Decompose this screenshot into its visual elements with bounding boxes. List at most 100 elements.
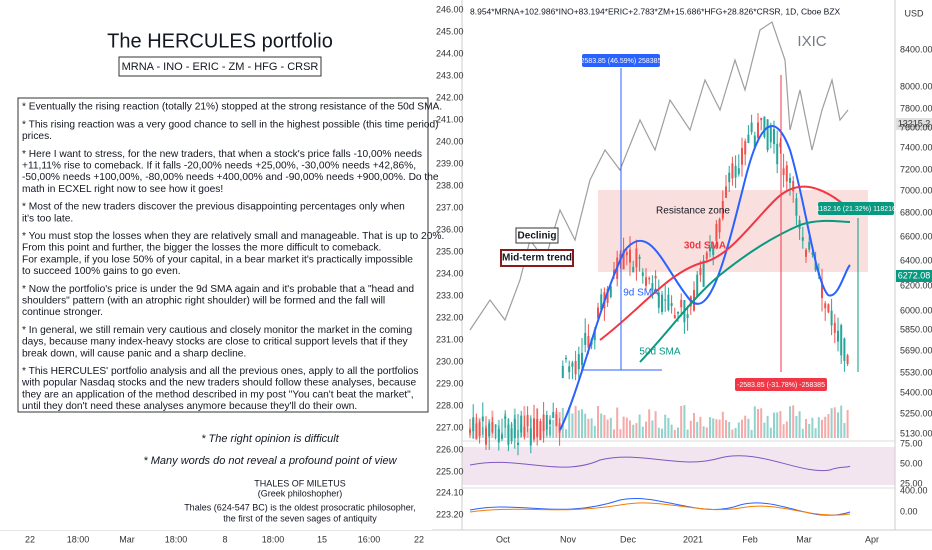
candle-body (766, 119, 769, 150)
right-axis-label: 7600.00 (900, 122, 932, 132)
volume-bar (481, 426, 484, 438)
candle-body (753, 135, 756, 148)
candle-body (686, 314, 689, 319)
candle-body (763, 116, 766, 137)
volume-bar (805, 418, 807, 438)
volume-bar (494, 424, 497, 438)
volume-bar (837, 412, 839, 438)
left-axis-label: 226.00 (436, 444, 464, 454)
candle-body (776, 143, 779, 165)
candle-body (808, 241, 811, 250)
bullet-line: to succeed 100% gains to go even. (22, 266, 181, 277)
volume-bar (536, 408, 539, 438)
right-axis-label: 6800.00 (900, 207, 932, 217)
macd-axis-label: 0.00 (900, 506, 918, 516)
volume-bar (686, 429, 689, 438)
time-label: Mar (796, 534, 812, 544)
left-axis-label: 225.00 (436, 466, 464, 476)
label-box (500, 249, 574, 267)
volume-bar (689, 420, 692, 438)
volume-bar (478, 417, 481, 438)
badge-text: 6272.08 (898, 270, 931, 280)
volume-bar (683, 405, 686, 438)
candle-body (667, 294, 670, 311)
bullet-line: shoulders" pattern (with an atrophic rig… (22, 295, 385, 306)
time-label: Feb (742, 534, 758, 544)
author-role: (Greek philoshopher) (258, 488, 343, 498)
left-axis-label: 239.00 (436, 158, 464, 168)
volume-bar (571, 413, 574, 438)
left-axis-label: 243.00 (436, 70, 464, 80)
bullet-line: they are an application of the method de… (22, 389, 414, 400)
volume-bar (843, 423, 846, 438)
left-axis-label: 227.00 (436, 422, 464, 432)
volume-bar (741, 419, 743, 438)
candle-body (718, 219, 721, 233)
candle-body (625, 252, 628, 256)
candle-body (795, 198, 798, 216)
volume-bar (600, 413, 603, 438)
time-label: 18:00 (67, 534, 90, 544)
volume-bar (545, 428, 548, 438)
candle-body (613, 269, 615, 276)
candle-body (728, 172, 731, 183)
candle-body (837, 330, 839, 342)
annotation: 50d SMA (639, 347, 680, 358)
bullet-line: * Here I want to stress, for the new tra… (22, 149, 422, 160)
sma30-line (599, 185, 853, 341)
candle-body (680, 299, 683, 308)
left-axis-label: 234.00 (436, 268, 464, 278)
bullet-line: math in ECXEL right now to see how it go… (22, 184, 223, 195)
bullet-line: prices. (22, 131, 52, 142)
time-label: Apr (865, 534, 879, 544)
chart-header: 8.954*MRNA+102.986*INO+83.194*ERIC+2.783… (470, 6, 841, 16)
candle-body (785, 165, 788, 182)
currency: USD (904, 8, 924, 18)
volume-bar (654, 411, 657, 438)
candle-body (641, 272, 644, 276)
volume-bar (715, 419, 718, 438)
volume-bar (648, 409, 651, 438)
volume-bar (619, 429, 622, 438)
candle-body (699, 268, 702, 276)
volume-bar (625, 417, 628, 438)
volume-bar (766, 415, 769, 438)
candle-body (821, 281, 823, 299)
volume-bar (584, 413, 587, 438)
time-label: 22 (414, 534, 424, 544)
volume-bar (817, 417, 820, 438)
rsi-axis-label: 25.00 (900, 478, 923, 488)
left-axis-label: 233.00 (436, 290, 464, 300)
time-label: Mar (119, 534, 135, 544)
volume-bar (827, 414, 830, 438)
volume-bar (795, 416, 798, 438)
volume-bar (533, 429, 535, 438)
right-axis-label: 7400.00 (900, 142, 932, 152)
volume-bar (785, 421, 788, 438)
time-label: 18:00 (262, 534, 285, 544)
bullet-line: with popular Nasdaq stocks and the new t… (21, 378, 416, 389)
volume-bar (593, 425, 596, 438)
bullets-box (17, 97, 429, 413)
candle-body (622, 250, 625, 270)
candle-body (552, 412, 555, 418)
volume-bar (728, 422, 731, 438)
candle-body (542, 414, 545, 431)
volume-bar (568, 407, 571, 438)
volume-bar (597, 406, 599, 438)
bullet-line: +11,11% rise to comeback. If it falls -2… (22, 160, 416, 171)
macd-line (469, 498, 851, 516)
volume-bar (558, 412, 561, 438)
candle-body (830, 310, 833, 326)
volume-bar (577, 410, 580, 438)
volume-bar (510, 424, 513, 438)
right-axis-label: 5400.00 (900, 387, 932, 397)
candle-body (533, 418, 535, 440)
volume-bar (472, 419, 475, 438)
candle-body (581, 352, 583, 365)
volume-bar (833, 407, 836, 438)
annotation-box (818, 202, 894, 215)
volume-bar (661, 428, 663, 438)
right-axis-label: 6400.00 (900, 255, 932, 265)
volume-bar (776, 412, 779, 438)
